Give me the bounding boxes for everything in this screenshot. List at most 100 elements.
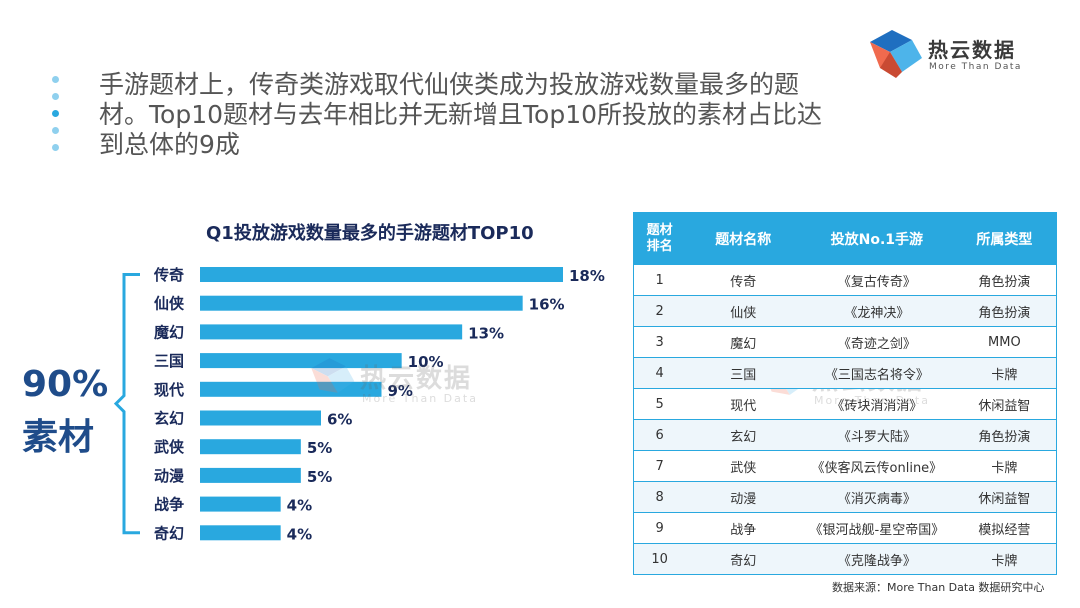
table-row: 7 武侠 《侠客风云传online》 卡牌: [633, 450, 1057, 482]
value-label: 10%: [408, 353, 444, 371]
top10-table: 题材 排名 题材名称 投放No.1手游 所属类型 1 传奇 《复古传奇》 角色扮演 2 仙…: [633, 212, 1057, 575]
cell-name: 仙侠: [685, 295, 802, 327]
cell-type: 角色扮演: [952, 419, 1057, 451]
cell-name: 武侠: [685, 450, 802, 482]
logo: 热云数据 More Than Data: [866, 28, 1036, 84]
bar: [200, 525, 281, 541]
bullet-dot: [52, 110, 59, 117]
cell-name: 传奇: [685, 264, 802, 296]
logo-mark-icon: [870, 30, 922, 78]
table-row: 2 仙侠 《龙神决》 角色扮演: [633, 295, 1057, 327]
logo-name-en: More Than Data: [929, 62, 1022, 72]
headline: 手游题材上，传奇类游戏取代仙侠类成为投放游戏数量最多的题材。Top10题材与去年…: [99, 70, 823, 159]
table-row: 5 现代 《砖块消消消》 休闲益智: [633, 388, 1057, 420]
cell-type: 卡牌: [952, 543, 1057, 575]
cell-name: 战争: [685, 512, 802, 544]
header-game: 投放No.1手游: [801, 212, 953, 265]
value-label: 5%: [307, 439, 332, 457]
cell-type: 休闲益智: [952, 388, 1057, 420]
value-label: 5%: [307, 468, 332, 486]
bracket: [113, 273, 140, 535]
cell-game: 《复古传奇》: [801, 264, 953, 296]
table-row: 6 玄幻 《斗罗大陆》 角色扮演: [633, 419, 1057, 451]
cell-game: 《消灭病毒》: [801, 481, 953, 513]
bar: [200, 410, 321, 426]
bullet-dot: [52, 93, 59, 100]
cell-name: 现代: [685, 388, 802, 420]
value-label: 4%: [287, 497, 312, 515]
bullet-dot: [52, 76, 59, 83]
summary-percent: 90%: [22, 364, 109, 405]
bar-chart: 传奇 18% 仙侠 16% 魔幻 13% 三国 10% 现代 9% 玄幻 6% 武侠 5% 动漫 5% 战争 4%…: [113, 266, 605, 543]
cell-name: 三国: [685, 357, 802, 389]
value-label: 4%: [287, 525, 312, 543]
cell-name: 奇幻: [685, 543, 802, 575]
cell-game: 《奇迹之剑》: [801, 326, 953, 358]
bar: [200, 496, 281, 512]
category-label: 动漫: [154, 467, 185, 485]
cell-name: 玄幻: [685, 419, 802, 451]
cell-rank: 8: [633, 481, 686, 513]
category-label: 三国: [154, 352, 184, 370]
category-label: 玄幻: [154, 410, 184, 428]
cell-game: 《砖块消消消》: [801, 388, 953, 420]
cell-rank: 10: [633, 543, 686, 575]
bar: [200, 295, 523, 311]
cell-rank: 2: [633, 295, 686, 327]
cell-rank: 5: [633, 388, 686, 420]
category-label: 武侠: [154, 438, 185, 456]
cell-type: 角色扮演: [952, 295, 1057, 327]
table-header-row: 题材 排名 题材名称 投放No.1手游 所属类型: [633, 212, 1057, 265]
cell-game: 《克隆战争》: [801, 543, 953, 575]
table-row: 9 战争 《银河战舰-星空帝国》 模拟经营: [633, 512, 1057, 544]
value-label: 9%: [388, 382, 413, 400]
cell-rank: 3: [633, 326, 686, 358]
cell-rank: 6: [633, 419, 686, 451]
cell-rank: 4: [633, 357, 686, 389]
table-row: 10 奇幻 《克隆战争》 卡牌: [633, 543, 1057, 575]
cell-type: 卡牌: [952, 357, 1057, 389]
value-label: 6%: [327, 411, 352, 429]
bar: [200, 324, 463, 340]
table-row: 4 三国 《三国志名将令》 卡牌: [633, 357, 1057, 389]
category-label: 奇幻: [154, 524, 184, 542]
header-rank: 题材 排名: [633, 212, 686, 265]
value-label: 16%: [529, 296, 565, 314]
table-row: 8 动漫 《消灭病毒》 休闲益智: [633, 481, 1057, 513]
cell-rank: 9: [633, 512, 686, 544]
cell-rank: 1: [633, 264, 686, 296]
cell-game: 《侠客风云传online》: [801, 450, 953, 482]
table-row: 3 魔幻 《奇迹之剑》 MMO: [633, 326, 1057, 358]
bullet-dot: [52, 127, 59, 134]
bar: [200, 267, 563, 282]
value-label: 18%: [569, 267, 605, 285]
cell-type: 角色扮演: [952, 264, 1057, 296]
bar: [200, 467, 301, 483]
category-label: 仙侠: [154, 295, 185, 313]
table-row: 1 传奇 《复古传奇》 角色扮演: [633, 264, 1057, 296]
chart-title: Q1投放游戏数量最多的手游题材TOP10: [206, 223, 534, 244]
bar: [200, 381, 382, 397]
cell-name: 魔幻: [685, 326, 802, 358]
headline-bullets: [52, 76, 66, 161]
header-name: 题材名称: [685, 212, 802, 265]
category-label: 战争: [154, 496, 184, 514]
cell-type: 模拟经营: [952, 512, 1057, 544]
cell-game: 《银河战舰-星空帝国》: [801, 512, 953, 544]
bullet-dot: [52, 144, 59, 151]
cell-type: MMO: [952, 326, 1057, 358]
bar: [200, 353, 402, 369]
value-label: 13%: [468, 324, 504, 342]
category-label: 传奇: [153, 266, 184, 284]
summary-label: 素材: [22, 417, 95, 458]
cell-name: 动漫: [685, 481, 802, 513]
cell-type: 卡牌: [952, 450, 1057, 482]
cell-game: 《三国志名将令》: [801, 357, 953, 389]
category-label: 魔幻: [154, 323, 184, 341]
header-type: 所属类型: [952, 212, 1057, 265]
data-source: 数据来源：More Than Data 数据研究中心: [832, 581, 1045, 594]
cell-type: 休闲益智: [952, 481, 1057, 513]
cell-game: 《龙神决》: [801, 295, 953, 327]
cell-game: 《斗罗大陆》: [801, 419, 953, 451]
logo-name-cn: 热云数据: [928, 38, 1016, 62]
